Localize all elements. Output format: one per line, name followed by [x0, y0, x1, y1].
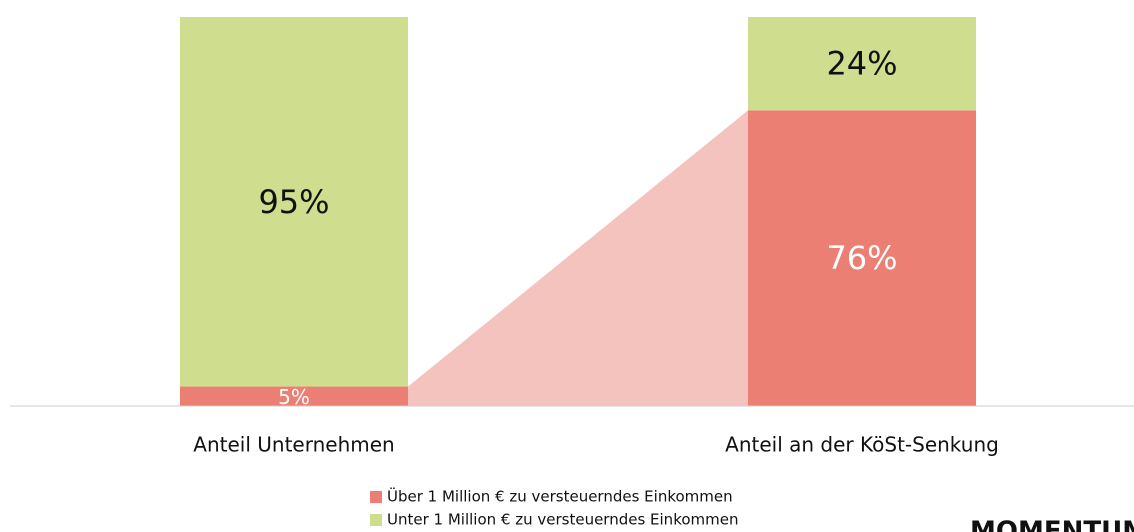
x-tick-label: Anteil an der KöSt-Senkung	[725, 433, 999, 457]
value-label: 24%	[826, 45, 897, 83]
bar-segment	[180, 386, 408, 406]
legend-label: Über 1 Million € zu versteuerndes Einkom…	[387, 487, 733, 506]
logo: MOMENTUM	[970, 517, 1134, 532]
x-tick-label: Anteil Unternehmen	[193, 433, 394, 457]
legend-label: Unter 1 Million € zu versteuerndes Einko…	[387, 511, 738, 529]
value-label: 76%	[826, 239, 897, 277]
bar-segment	[748, 17, 976, 111]
bar-segment	[748, 110, 976, 407]
bar-segment	[180, 17, 408, 387]
connector	[408, 110, 748, 407]
value-label: 95%	[258, 183, 329, 221]
legend-swatch	[370, 491, 382, 503]
legend-swatch	[370, 514, 382, 526]
value-label: 5%	[278, 385, 310, 409]
